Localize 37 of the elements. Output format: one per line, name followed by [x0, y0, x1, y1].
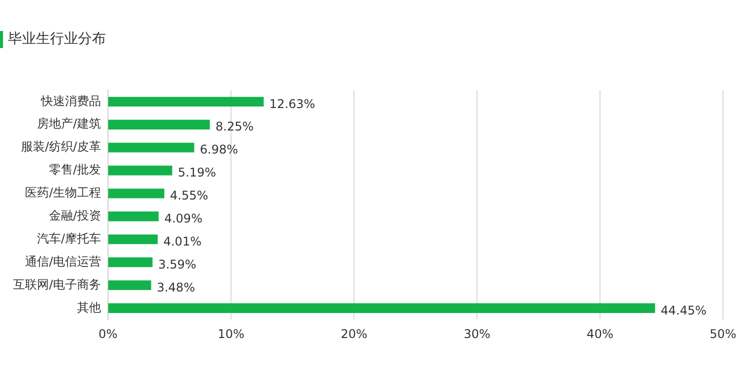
x-tick-label: 0%: [98, 326, 118, 341]
data-label: 6.98%: [200, 142, 238, 157]
x-tick-label: 30%: [464, 326, 490, 341]
y-tick-label: 金融/投资: [48, 208, 102, 222]
bar: [108, 257, 153, 268]
y-tick-label: 医药/生物工程: [24, 186, 102, 200]
y-tick-label: 零售/批发: [48, 162, 102, 177]
y-tick-label: 汽车/摩托车: [36, 231, 102, 246]
data-label: 4.55%: [170, 188, 208, 203]
x-tick-label: 20%: [340, 326, 368, 341]
bar: [108, 188, 164, 198]
data-label: 4.01%: [163, 234, 202, 248]
y-tick-label: 互联网/电子商务: [12, 277, 102, 292]
data-label: 5.19%: [178, 166, 216, 180]
bar: [108, 234, 158, 244]
bar: [108, 96, 264, 106]
y-tick-label: 通信/电信运营: [24, 254, 102, 268]
data-label: 3.48%: [156, 280, 195, 294]
y-tick-label: 房地产/建筑: [36, 116, 102, 131]
x-tick-label: 40%: [586, 326, 614, 341]
y-tick-label: 服装/纺织/皮革: [20, 140, 102, 154]
data-label: 44.45%: [660, 303, 707, 318]
bar: [108, 166, 172, 176]
bar: [108, 120, 210, 130]
x-tick-label: 10%: [218, 326, 244, 341]
bar: [108, 212, 159, 222]
bar: [108, 142, 194, 152]
bar: [108, 303, 656, 313]
bar: [108, 280, 152, 290]
x-tick-label: 50%: [710, 326, 736, 341]
data-label: 4.09%: [164, 211, 202, 226]
y-tick-label: 其他: [77, 300, 102, 314]
data-label: 8.25%: [216, 120, 254, 134]
chart-title: 毕业生行业分布: [8, 30, 106, 48]
data-label: 3.59%: [158, 257, 196, 272]
data-label: 12.63%: [269, 96, 316, 111]
y-tick-label: 快速消费品: [40, 94, 102, 108]
